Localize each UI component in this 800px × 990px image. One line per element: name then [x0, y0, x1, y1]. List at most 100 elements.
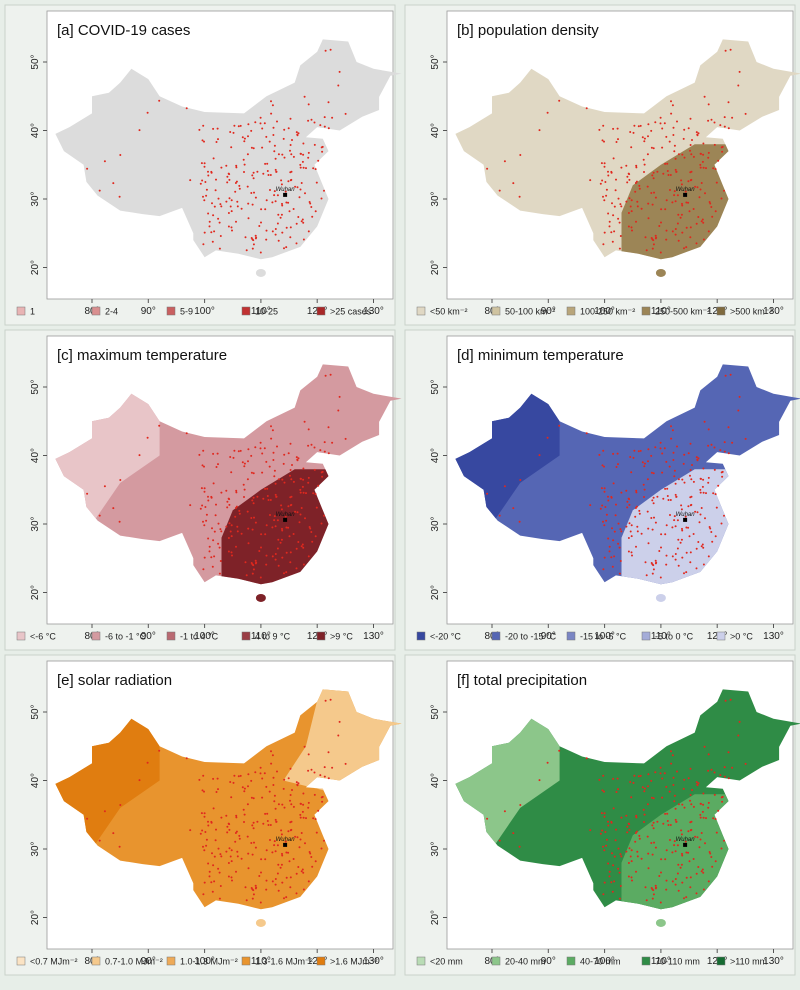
case-dot	[228, 503, 231, 506]
case-dot	[307, 476, 310, 479]
case-dot	[660, 871, 662, 874]
case-dot	[677, 239, 680, 242]
case-dot	[281, 529, 284, 532]
case-dot	[284, 515, 287, 518]
case-dot	[298, 196, 301, 199]
case-dot	[230, 226, 233, 229]
case-dot	[680, 183, 683, 186]
case-dot	[664, 162, 667, 165]
case-dot	[302, 792, 305, 795]
case-dot	[674, 233, 677, 236]
case-dot	[669, 174, 672, 176]
case-dot	[634, 515, 637, 518]
case-dot	[699, 816, 702, 819]
island	[255, 918, 266, 927]
case-dot	[696, 186, 699, 189]
case-dot	[287, 127, 290, 130]
case-dot	[697, 866, 700, 868]
legend-label: -5 to 0 °C	[655, 632, 694, 642]
case-dot	[546, 111, 549, 114]
case-dot	[727, 101, 730, 104]
case-dot	[246, 803, 249, 806]
case-dot	[246, 510, 249, 513]
case-dot	[603, 199, 606, 202]
case-dot	[674, 558, 677, 561]
case-dot	[659, 251, 662, 254]
case-dot	[254, 884, 257, 887]
case-dot	[682, 137, 685, 140]
case-dot	[324, 49, 327, 52]
case-dot	[612, 127, 615, 130]
case-dot	[205, 838, 208, 841]
case-dot	[636, 200, 639, 203]
case-dot	[314, 860, 317, 863]
case-dot	[230, 471, 233, 474]
case-dot	[289, 474, 291, 477]
case-dot	[238, 834, 241, 837]
case-dot	[254, 234, 257, 237]
case-dot	[605, 513, 608, 516]
case-dot	[313, 468, 316, 471]
case-dot	[269, 824, 272, 826]
case-dot	[636, 855, 639, 858]
case-dot	[246, 185, 249, 188]
legend-label: 100-250 km⁻²	[580, 307, 635, 317]
case-dot	[198, 778, 201, 781]
case-dot	[227, 822, 230, 825]
case-dot	[615, 466, 618, 468]
case-dot	[280, 833, 283, 836]
case-dot	[220, 166, 223, 169]
case-dot	[617, 522, 620, 525]
case-dot	[217, 197, 220, 200]
case-dot	[685, 876, 688, 879]
wuhan-marker	[683, 517, 688, 522]
case-dot	[241, 461, 244, 464]
case-dot	[608, 550, 611, 553]
case-dot	[647, 542, 650, 545]
case-dot	[301, 868, 304, 871]
case-dot	[702, 142, 705, 145]
case-dot	[654, 559, 657, 562]
case-dot	[665, 524, 668, 527]
case-dot	[618, 247, 621, 250]
case-dot	[710, 118, 713, 121]
case-dot	[651, 897, 654, 900]
map-panel: [a] COVID-19 casesWuhan80°90°100°110°120…	[4, 4, 402, 326]
case-dot	[259, 901, 262, 904]
case-dot	[659, 122, 662, 125]
case-dot	[652, 239, 655, 242]
case-dot	[239, 449, 242, 452]
case-dot	[238, 184, 241, 187]
case-dot	[665, 849, 668, 852]
case-dot	[738, 720, 741, 723]
legend-label: -15 to -5 °C	[580, 632, 627, 642]
case-dot	[674, 883, 677, 886]
case-dot	[707, 555, 710, 558]
case-dot	[690, 803, 693, 806]
case-dot	[265, 524, 268, 527]
case-dot	[283, 897, 285, 900]
case-dot	[307, 801, 310, 804]
case-dot	[640, 857, 643, 860]
case-dot	[237, 125, 240, 128]
case-dot	[236, 205, 239, 208]
case-dot	[225, 814, 228, 817]
case-dot	[616, 777, 619, 780]
case-dot	[265, 238, 268, 241]
case-dot	[665, 785, 668, 788]
case-dot	[331, 441, 334, 444]
case-dot	[269, 174, 272, 176]
case-dot	[654, 446, 657, 449]
case-dot	[701, 485, 704, 488]
case-dot	[719, 124, 722, 127]
case-dot	[701, 543, 704, 546]
case-dot	[103, 810, 106, 813]
case-dot	[283, 806, 286, 809]
case-dot	[744, 112, 747, 115]
case-dot	[237, 775, 240, 778]
case-dot	[628, 178, 631, 181]
case-dot	[614, 514, 617, 517]
case-dot	[675, 495, 678, 498]
case-dot	[665, 199, 668, 202]
case-dot	[309, 202, 312, 205]
